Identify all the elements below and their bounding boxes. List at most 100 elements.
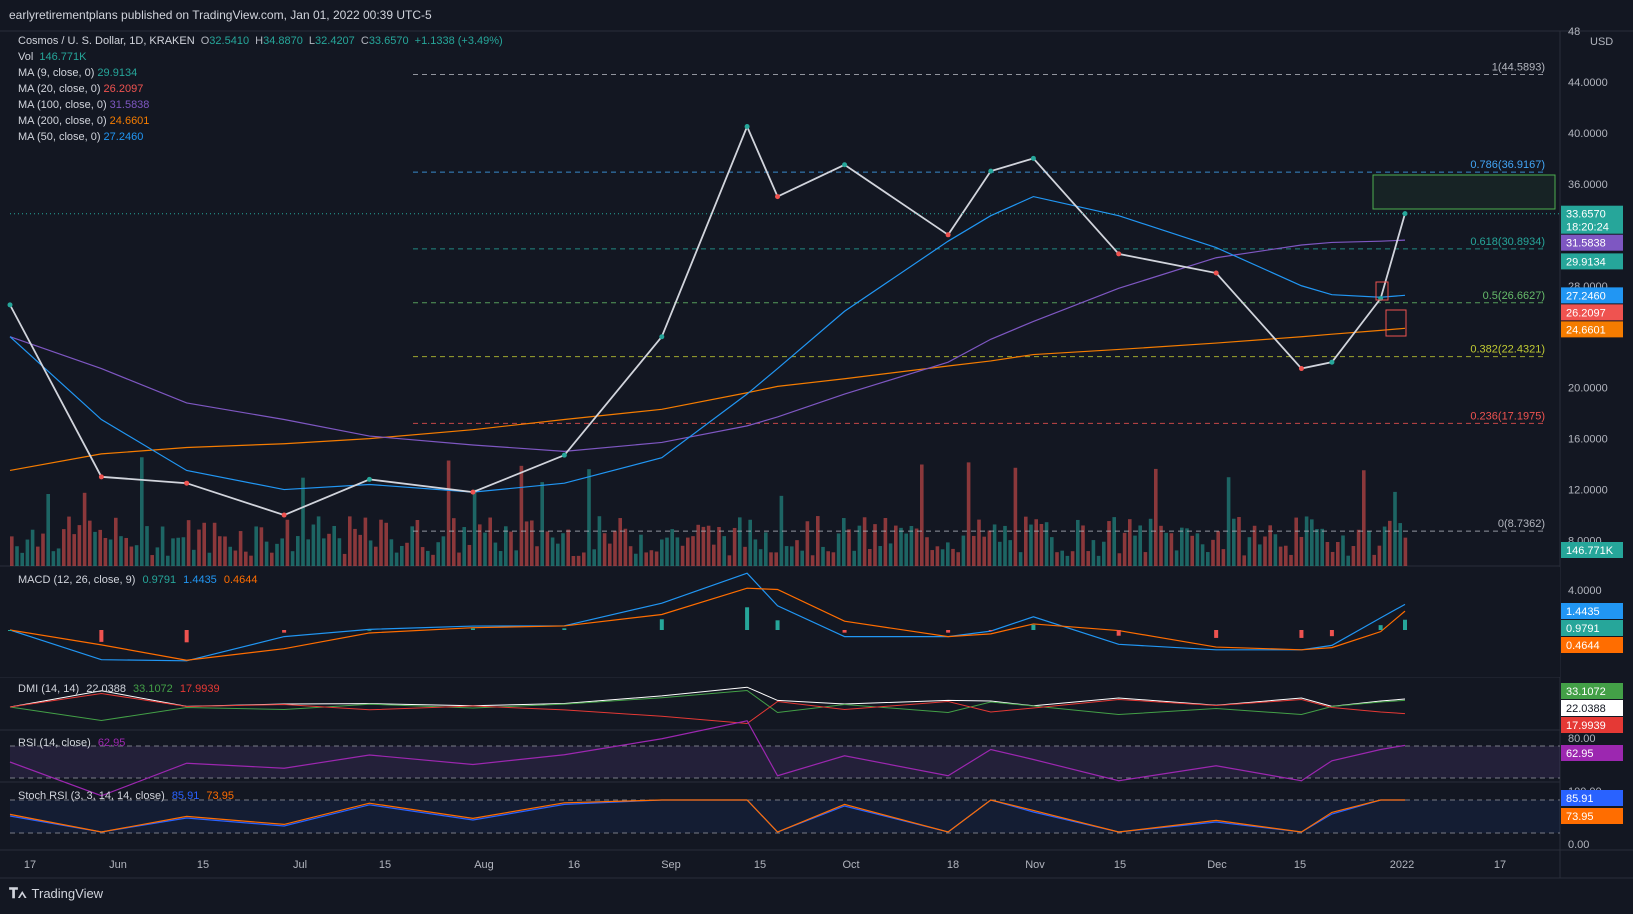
volume-bar bbox=[493, 542, 498, 566]
dmi-tag: 22.0388 bbox=[1566, 703, 1606, 715]
price-point bbox=[184, 480, 190, 486]
price-tag: 24.6601 bbox=[1566, 324, 1606, 336]
price-tick-label: 20.0000 bbox=[1568, 383, 1608, 395]
ma-label[interactable]: MA (50, close, 0) bbox=[18, 131, 101, 143]
stoch-k-value: 85.91 bbox=[171, 790, 200, 802]
ma-label[interactable]: MA (200, close, 0) bbox=[18, 115, 107, 127]
time-axis-label: 2022 bbox=[1390, 859, 1414, 871]
volume-bar bbox=[1154, 468, 1158, 566]
volume-bar bbox=[1356, 529, 1361, 566]
volume-bar bbox=[732, 527, 737, 566]
ma-value: 26.2097 bbox=[103, 83, 144, 95]
volume-bar bbox=[1159, 525, 1163, 566]
ma-label[interactable]: MA (9, close, 0) bbox=[18, 67, 95, 79]
volume-bar bbox=[1081, 525, 1085, 566]
volume-bar bbox=[826, 551, 830, 566]
volume-bar bbox=[1164, 532, 1168, 566]
macd-label[interactable]: MACD (12, 26, close, 9) bbox=[18, 574, 136, 586]
stoch-tag-bg bbox=[1561, 790, 1623, 806]
price-tag-bg bbox=[1561, 304, 1623, 321]
price-axis[interactable]: 4844.000040.000036.000028.000020.000016.… bbox=[1568, 26, 1613, 548]
dmi-line-0 bbox=[9, 686, 1406, 708]
time-axis-label: 15 bbox=[197, 859, 209, 871]
volume-bar bbox=[1044, 522, 1049, 566]
volume-bar bbox=[696, 524, 700, 566]
macd-histogram-bar bbox=[1329, 630, 1334, 637]
vol-label[interactable]: Vol bbox=[18, 51, 34, 63]
volume-bar bbox=[1091, 540, 1096, 566]
volume-bar bbox=[358, 534, 362, 566]
volume-bar bbox=[748, 519, 752, 566]
rsi-label[interactable]: RSI (14, close) bbox=[18, 737, 91, 749]
dmi-label[interactable]: DMI (14, 14) bbox=[18, 683, 80, 695]
volume-bar bbox=[727, 555, 732, 566]
volume-bar bbox=[1039, 524, 1044, 566]
volume-bar bbox=[1169, 533, 1174, 566]
volume-bar bbox=[920, 464, 924, 566]
volume-bar bbox=[743, 546, 747, 566]
volume-bar bbox=[462, 527, 466, 566]
volume-bar bbox=[810, 555, 815, 566]
price-tick-label: 12.0000 bbox=[1568, 485, 1608, 497]
dmi-tag: 33.1072 bbox=[1566, 686, 1606, 698]
time-axis[interactable]: 17 Jun 15 Jul 15 Aug 16 Sep 15 Oct 18 Nov 15 Dec 15 202… bbox=[24, 859, 1506, 871]
volume-bar bbox=[816, 516, 820, 566]
volume-bar bbox=[212, 522, 217, 566]
volume-bar bbox=[1393, 491, 1397, 566]
volume-bar bbox=[1221, 549, 1226, 566]
volume-bar bbox=[176, 537, 180, 566]
volume-bar bbox=[1122, 532, 1127, 566]
price-tag-bg bbox=[1561, 205, 1623, 234]
volume-bar bbox=[1268, 525, 1272, 566]
volume-bar bbox=[524, 521, 529, 566]
stoch-axis-tick: 0.00 bbox=[1568, 839, 1589, 851]
volume-bar bbox=[1258, 544, 1262, 566]
price-point bbox=[988, 168, 994, 174]
volume-bar bbox=[10, 536, 14, 566]
fib-labels: 1(44.5893) 0.786(36.9167) 0.618(30.8934) 0.… bbox=[1470, 61, 1545, 530]
volume-bar bbox=[738, 517, 742, 566]
volume-bar bbox=[41, 533, 45, 566]
volume-bar bbox=[270, 552, 274, 566]
ma-label[interactable]: MA (100, close, 0) bbox=[18, 99, 107, 111]
volume-bar bbox=[301, 477, 305, 566]
time-axis-label: 15 bbox=[1294, 859, 1306, 871]
drawn-boxes bbox=[1372, 174, 1556, 337]
time-axis-label: Oct bbox=[842, 859, 859, 871]
fib-level-label: 1(44.5893) bbox=[1492, 61, 1545, 73]
volume-bar bbox=[722, 536, 726, 566]
volume-bar bbox=[181, 537, 186, 566]
volume-bar bbox=[140, 457, 144, 566]
macd-tag-bg bbox=[1561, 620, 1623, 636]
volume-bar bbox=[51, 551, 56, 566]
symbol-label[interactable]: Cosmos / U. S. Dollar, 1D, KRAKEN bbox=[18, 35, 195, 47]
volume-bar bbox=[1024, 516, 1028, 566]
macd-histogram-bar bbox=[99, 630, 104, 642]
volume-bar bbox=[1294, 517, 1298, 566]
macd-axis-tick: 4.0000 bbox=[1568, 585, 1602, 597]
stoch-label[interactable]: Stoch RSI (3, 3, 14, 14, close) bbox=[18, 790, 165, 802]
volume-bar bbox=[36, 546, 40, 566]
series-line-1 bbox=[9, 327, 1406, 472]
volume-bar bbox=[1065, 555, 1070, 566]
ma-value: 29.9134 bbox=[97, 67, 138, 79]
stoch-legend: Stoch RSI (3, 3, 14, 14, close) 85.91 73… bbox=[18, 790, 238, 802]
volume-bar bbox=[1003, 525, 1007, 566]
volume-bar bbox=[30, 529, 35, 566]
volume-bar bbox=[576, 555, 581, 566]
volume-bar bbox=[862, 517, 867, 566]
volume-bar bbox=[566, 529, 570, 566]
vol-value: 146.771K bbox=[39, 51, 87, 63]
ma-label[interactable]: MA (20, close, 0) bbox=[18, 83, 101, 95]
brand-label: TradingView bbox=[31, 886, 104, 901]
volume-bar bbox=[587, 469, 591, 566]
tradingview-brand[interactable]: 𝐓∧ TradingView bbox=[9, 885, 103, 902]
volume-bar bbox=[134, 545, 139, 566]
volume-bar bbox=[654, 551, 659, 566]
rsi-band bbox=[10, 746, 1560, 778]
dmi-tag: 17.9939 bbox=[1566, 720, 1606, 732]
macd-histogram-bar bbox=[1214, 630, 1219, 638]
time-axis-label: Jun bbox=[109, 859, 127, 871]
